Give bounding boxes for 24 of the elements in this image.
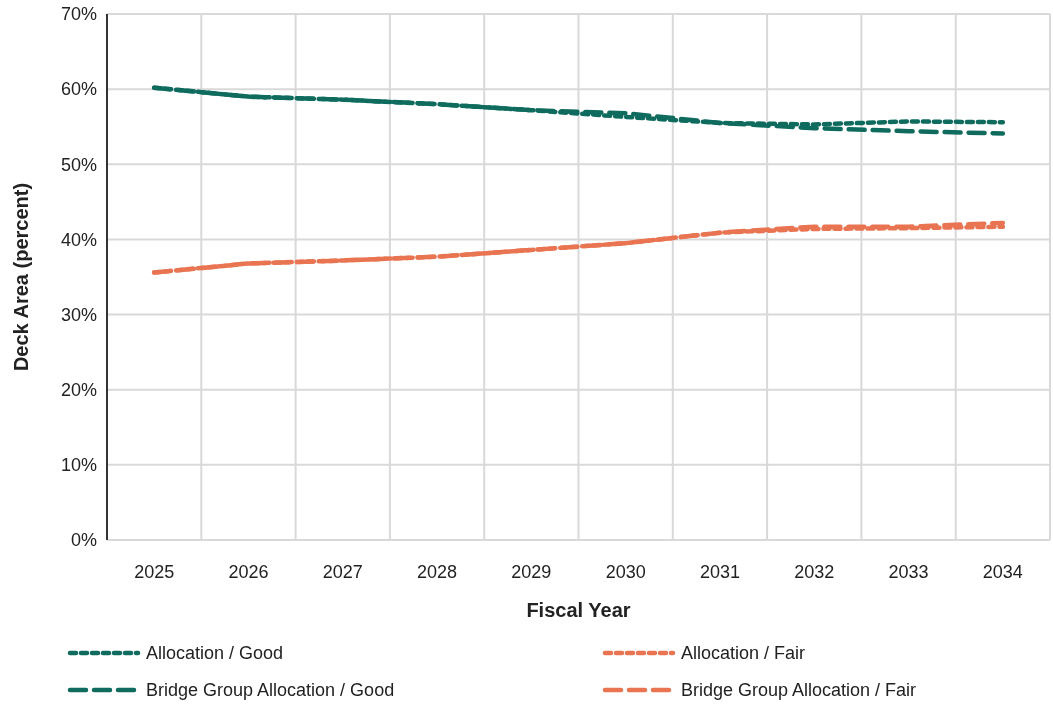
y-axis-title: Deck Area (percent)	[10, 182, 32, 372]
y-tick-label: 70%	[60, 4, 97, 25]
x-axis-title: Fiscal Year	[526, 599, 631, 621]
x-tick-label: 2032	[794, 562, 835, 582]
y-tick-label: 20%	[60, 380, 97, 401]
x-tick-label: 2029	[511, 562, 552, 582]
x-tick-label: 2034	[982, 562, 1023, 582]
y-tick-label: 30%	[60, 304, 97, 325]
y-tick-label: 60%	[60, 79, 97, 100]
legend-label: Allocation / Fair	[681, 643, 806, 664]
y-tick-label: 50%	[60, 154, 97, 175]
x-tick-label: 2031	[699, 562, 740, 582]
legend-label: Bridge Group Allocation / Good	[146, 680, 395, 701]
legend-label: Allocation / Good	[146, 643, 284, 664]
x-tick-label: 2025	[134, 562, 175, 582]
x-tick-label: 2026	[228, 562, 269, 582]
x-tick-label: 2027	[322, 562, 363, 582]
x-tick-label: 2033	[888, 562, 929, 582]
y-tick-label: 10%	[60, 455, 97, 476]
y-tick-label: 40%	[60, 229, 97, 250]
y-tick-label: 0%	[70, 530, 97, 551]
x-tick-label: 2030	[605, 562, 646, 582]
x-tick-label: 2028	[417, 562, 458, 582]
legend-label: Bridge Group Allocation / Fair	[681, 680, 917, 701]
